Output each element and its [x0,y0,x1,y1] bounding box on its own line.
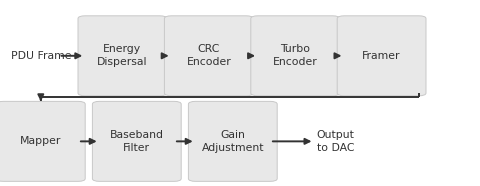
Text: Baseband
Filter: Baseband Filter [110,130,164,153]
Text: Gain
Adjustment: Gain Adjustment [202,130,264,153]
Text: CRC
Encoder: CRC Encoder [186,44,231,67]
Text: PDU Frame: PDU Frame [11,51,71,61]
FancyBboxPatch shape [251,16,340,96]
FancyBboxPatch shape [78,16,167,96]
Text: Turbo
Encoder: Turbo Encoder [273,44,318,67]
Text: Energy
Dispersal: Energy Dispersal [97,44,148,67]
Text: Framer: Framer [362,51,401,61]
FancyBboxPatch shape [0,101,85,181]
FancyBboxPatch shape [92,101,181,181]
Text: Mapper: Mapper [20,136,61,146]
FancyBboxPatch shape [164,16,253,96]
Text: Output
to DAC: Output to DAC [317,130,355,153]
FancyBboxPatch shape [337,16,426,96]
FancyBboxPatch shape [188,101,277,181]
